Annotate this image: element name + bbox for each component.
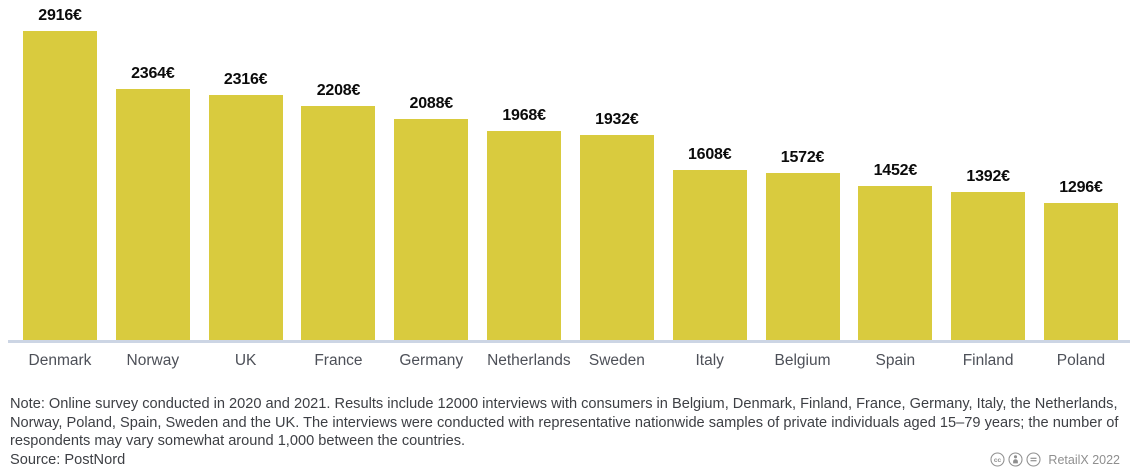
x-axis-line — [8, 340, 1130, 343]
bar-value-label: 2088€ — [409, 95, 454, 112]
category-label: Netherlands — [487, 352, 571, 369]
cc-icon: cc — [990, 452, 1005, 467]
svg-text:cc: cc — [994, 457, 1002, 464]
bar-value-label: 1392€ — [966, 168, 1010, 185]
bar — [394, 119, 469, 340]
source-row: Source: PostNord cc RetailX 2022 — [10, 451, 1122, 468]
bar-column: 2916€ — [23, 7, 97, 340]
bar-column: 1968€ — [487, 107, 562, 340]
bar — [858, 186, 933, 340]
category-label: Sweden — [588, 352, 645, 369]
bar-value-label: 2208€ — [316, 82, 361, 99]
bar-column: 2088€ — [394, 95, 469, 340]
bar-value-label: 1452€ — [873, 162, 918, 179]
no-derivatives-icon — [1026, 452, 1041, 467]
source-text: Source: PostNord — [10, 451, 126, 468]
bar-column: 1392€ — [951, 168, 1026, 340]
category-label: Spain — [875, 352, 916, 369]
bar — [301, 106, 376, 340]
chart-footer: Note: Online survey conducted in 2020 an… — [0, 395, 1144, 468]
bar — [487, 131, 562, 340]
category-label: Norway — [126, 352, 180, 369]
bar-column: 1608€ — [672, 146, 747, 340]
bar-column: 1452€ — [858, 162, 933, 340]
category-label: Finland — [962, 352, 1014, 369]
category-label: France — [314, 352, 363, 369]
bar — [579, 135, 654, 340]
bar — [208, 95, 283, 340]
bar-column: 2364€ — [115, 65, 190, 340]
bar-value-label: 2316€ — [223, 71, 268, 88]
bar-value-label: 1932€ — [595, 111, 639, 128]
bar-column: 2316€ — [208, 71, 283, 340]
category-label: Denmark — [28, 352, 92, 369]
bar — [765, 173, 840, 340]
bar — [115, 89, 190, 340]
bar — [951, 192, 1026, 340]
attribution-icon — [1008, 452, 1023, 467]
bar-column: 1932€ — [579, 111, 654, 340]
category-axis: Denmark Norway UK France Germany Netherlands S… — [0, 352, 1144, 370]
category-label: Belgium — [774, 352, 831, 369]
footnote: Note: Online survey conducted in 2020 an… — [10, 396, 1119, 449]
bar — [23, 31, 97, 340]
bar-column: 1572€ — [765, 149, 840, 340]
bar-value-label: 2916€ — [38, 7, 82, 24]
bar — [1043, 203, 1118, 340]
category-label: Italy — [695, 352, 724, 369]
bar-value-label: 2364€ — [131, 65, 175, 82]
category-label: UK — [234, 352, 257, 369]
chart-area: 2916€ 2364€ 2316€ 2208€ 2088€ 1968€ 1932€ 1608€… — [0, 7, 1144, 370]
bar-column: 1296€ — [1043, 179, 1118, 340]
plot-area: 2916€ 2364€ 2316€ 2208€ 2088€ 1968€ 1932€ 1608€… — [0, 7, 1144, 340]
bar-value-label: 1968€ — [502, 107, 546, 124]
bar-value-label: 1572€ — [780, 149, 825, 166]
bar — [672, 170, 747, 340]
bar-value-label: 1608€ — [687, 146, 732, 163]
category-label: Germany — [399, 352, 464, 369]
bar-column: 2208€ — [301, 82, 376, 340]
credit-text: RetailX 2022 — [1048, 452, 1120, 467]
license-credit: cc RetailX 2022 — [990, 451, 1122, 468]
bar-value-label: 1296€ — [1059, 179, 1103, 196]
category-label: Poland — [1056, 352, 1106, 369]
